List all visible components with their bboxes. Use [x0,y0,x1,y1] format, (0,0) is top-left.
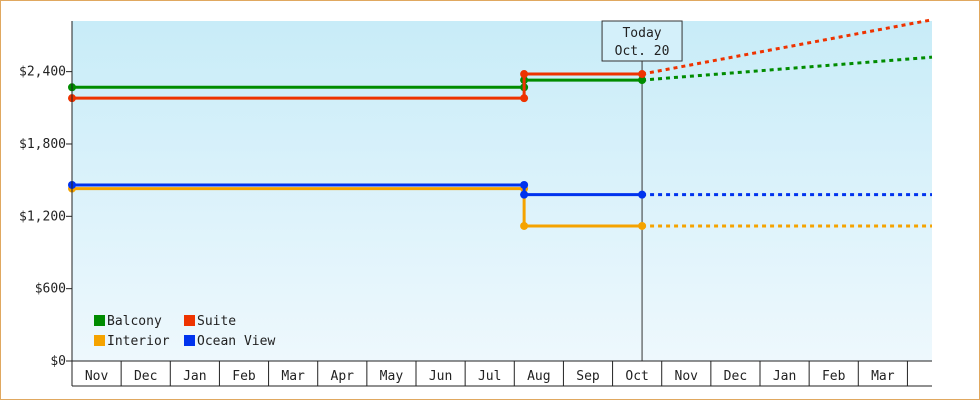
y-tick-label: $600 [35,282,66,297]
month-label: Jan [183,369,206,384]
data-point [638,190,647,199]
month-label: Mar [871,369,895,384]
data-point [638,221,647,230]
series-line-1 [72,72,643,100]
month-label: Nov [85,369,109,384]
month-label: Aug [527,369,550,384]
month-label: Feb [232,369,256,384]
legend-swatch [184,315,195,326]
today-callout-date: Oct. 20 [615,44,670,59]
today-callout-label: Today [622,26,661,41]
month-label: Sep [576,369,600,384]
month-label: Dec [724,369,747,384]
legend-label: Interior [107,334,170,349]
month-label: Jul [478,369,501,384]
legend-label: Balcony [107,314,162,329]
data-point [638,76,647,85]
month-label: Dec [134,369,157,384]
month-label: Jan [773,369,796,384]
month-label: Feb [822,369,846,384]
legend-swatch [94,335,105,346]
data-point [520,94,529,103]
series-line-2 [72,187,643,228]
data-point [520,70,529,79]
month-label: Jun [429,369,452,384]
legend-label: Suite [197,314,236,329]
month-label: Apr [331,369,355,384]
legend-swatch [184,335,195,346]
today-callout-box [601,20,683,62]
y-tick-label: $1,800 [19,137,66,152]
month-label: Nov [675,369,699,384]
month-label: May [380,369,404,384]
data-point [520,180,529,189]
data-point [638,70,647,79]
month-label: Mar [281,369,305,384]
legend-label: Ocean View [197,334,275,349]
series-projection-0 [641,55,933,82]
month-label: Oct [625,369,648,384]
series-projection-1 [641,18,933,76]
y-tick-label: $0 [50,354,66,369]
legend-swatch [94,315,105,326]
series-line-3 [72,183,643,197]
data-point [520,221,529,230]
y-tick-label: $1,200 [19,209,66,224]
y-tick-label: $2,400 [19,65,66,80]
plot-area [72,21,932,361]
data-point [520,190,529,199]
